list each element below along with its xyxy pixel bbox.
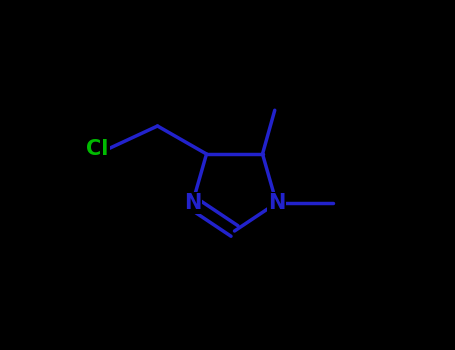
Text: N: N xyxy=(268,193,285,213)
Text: Cl: Cl xyxy=(86,139,108,159)
Text: N: N xyxy=(184,193,201,213)
